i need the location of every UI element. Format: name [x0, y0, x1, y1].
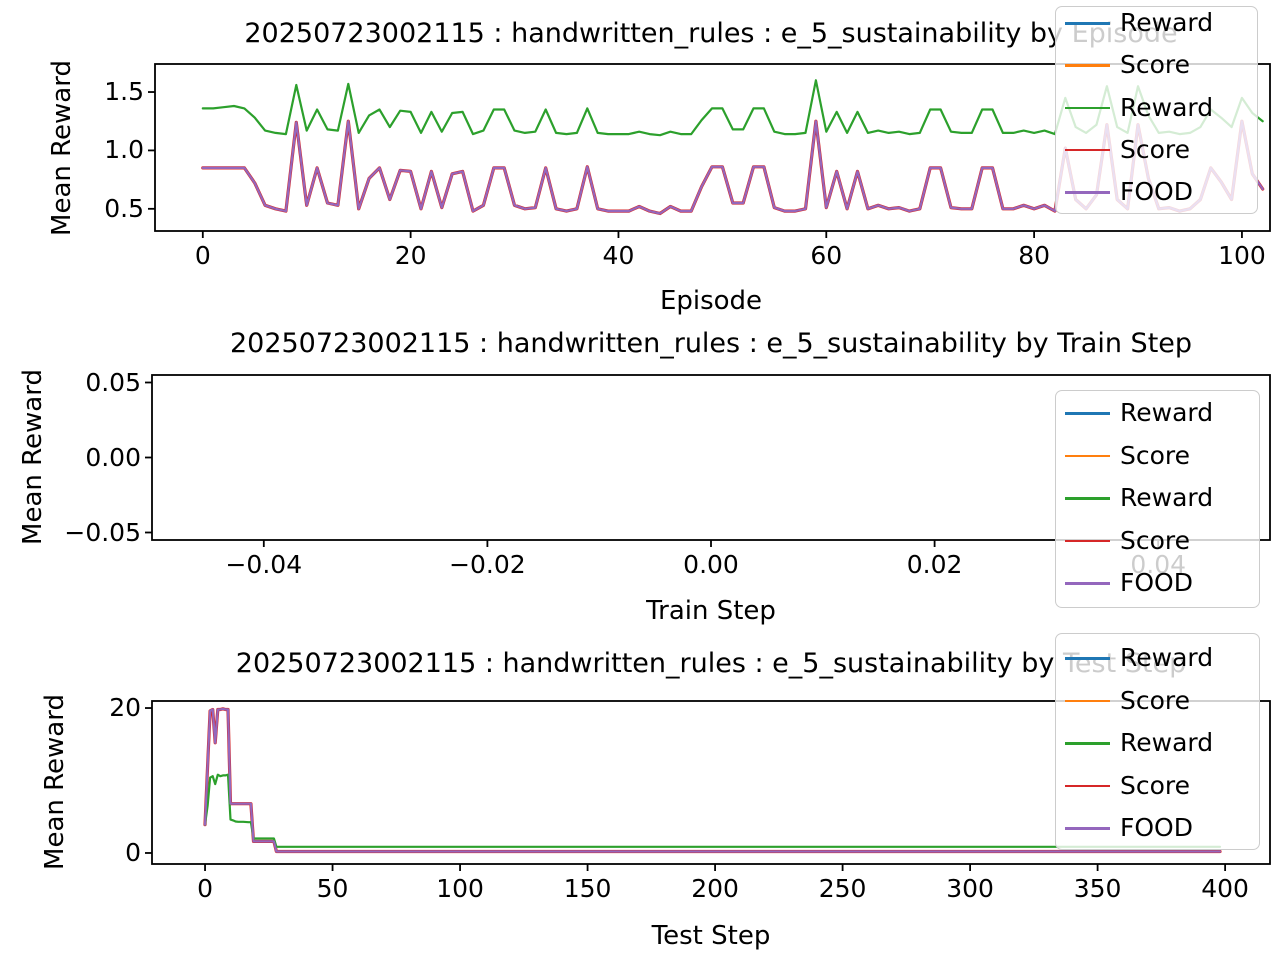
chart1-xlabel: Episode [659, 286, 763, 316]
legend-line-swatch [1065, 582, 1110, 585]
x-tick-label: 100 [1218, 241, 1266, 270]
legend-entry-label: Score [1120, 440, 1191, 470]
legend-entry-label: Score [1120, 134, 1191, 164]
chart3-xlabel: Test Step [651, 921, 771, 951]
legend-entry-label: Reward [1120, 643, 1214, 672]
legend-line-swatch [1065, 497, 1110, 500]
series-line-food [203, 707, 1222, 853]
legend-entry-label: Score [1120, 525, 1191, 555]
axes-frame [154, 63, 1271, 232]
x-tick-label: 300 [946, 874, 994, 903]
x-tick-label: 200 [691, 874, 739, 903]
legend-entry-label: Score [1120, 770, 1191, 800]
legend-entry-label: Reward [1120, 398, 1214, 427]
legend-line-swatch [1065, 657, 1110, 660]
legend-box: Reward Score Reward Score FOOD [1055, 633, 1260, 850]
legend-line-swatch [1065, 22, 1110, 25]
chart2-title: 20250723002115 : handwritten_rules : e_5… [229, 328, 1193, 359]
legend-entry-label: FOOD [1120, 568, 1193, 597]
legend-line-swatch [1065, 106, 1110, 110]
x-tick-label: 40 [602, 241, 635, 270]
y-tick-label: −0.05 [64, 517, 141, 547]
legend-line-swatch [1065, 148, 1110, 152]
legend-box: Reward Score Reward Score FOOD [1055, 6, 1258, 214]
axes-frame [151, 700, 1271, 865]
y-tick-label: 1.5 [104, 77, 144, 107]
y-tick-label: 0.00 [85, 442, 141, 472]
legend-entry-label: Score [1120, 685, 1191, 715]
legend-line-swatch [1065, 742, 1110, 745]
x-tick-label: −0.02 [449, 550, 526, 579]
x-tick-label: 0 [197, 874, 213, 903]
legend-line-swatch [1065, 784, 1110, 788]
x-tick-label: 0.00 [683, 550, 739, 579]
legend-entry-label: FOOD [1120, 177, 1193, 207]
chart2-xlabel: Train Step [646, 596, 776, 626]
x-tick-label: 0 [194, 241, 211, 270]
x-tick-label: 80 [1018, 241, 1051, 270]
x-tick-label: 50 [316, 874, 349, 903]
x-tick-label: 250 [818, 874, 867, 903]
chart3-title: 20250723002115 : handwritten_rules : e_5… [235, 648, 1187, 679]
x-tick-label: 0.02 [906, 550, 963, 579]
legend-line-swatch [1065, 827, 1110, 830]
y-tick-label: 1.0 [104, 135, 144, 165]
legend-entry-label: FOOD [1120, 813, 1193, 842]
x-tick-label: 350 [1073, 874, 1122, 903]
legend-line-swatch [1065, 64, 1110, 67]
legend-line-swatch [1065, 454, 1110, 458]
legend-line-swatch [1065, 191, 1110, 194]
x-tick-label: −0.04 [225, 550, 303, 579]
legend-entry-label: Reward [1120, 8, 1214, 37]
legend-line-swatch [1065, 539, 1110, 543]
chart1-title: 20250723002115 : handwritten_rules : e_5… [244, 18, 1178, 49]
x-tick-label: 60 [810, 241, 843, 270]
x-tick-label: 150 [563, 874, 612, 903]
y-tick-label: 0.5 [104, 193, 144, 223]
y-tick-label: 0.05 [85, 367, 141, 397]
x-tick-label: 400 [1201, 874, 1249, 903]
legend-entry-label: Score [1120, 50, 1191, 80]
y-tick-label: 20 [109, 693, 141, 723]
legend-entry-label: Reward [1120, 92, 1214, 122]
x-tick-label: 100 [436, 874, 484, 903]
x-tick-label: 20 [394, 241, 427, 270]
legend-line-swatch [1065, 699, 1110, 703]
y-tick-label: 0 [125, 837, 141, 867]
legend-box: Reward Score Reward Score FOOD [1055, 390, 1260, 608]
legend-line-swatch [1065, 412, 1110, 415]
legend-entry-label: Reward [1120, 483, 1214, 512]
legend-entry-label: Reward [1120, 728, 1214, 757]
